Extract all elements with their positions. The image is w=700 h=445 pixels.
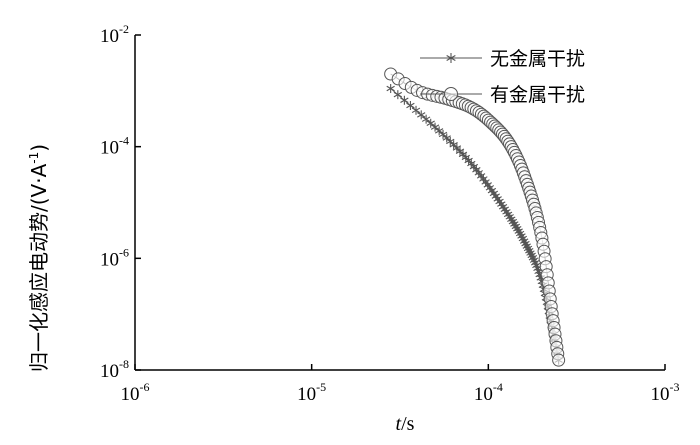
legend-label: 有金属干扰 [490, 84, 585, 106]
legend-marker [446, 53, 456, 63]
x-tick-label: 10-6 [121, 380, 150, 405]
series-with-metal [384, 67, 566, 367]
data-point [552, 353, 566, 367]
data-point [438, 129, 448, 139]
x-tick-label: 10-3 [651, 380, 680, 405]
data-point [386, 84, 395, 94]
data-point [434, 126, 444, 136]
data-point [487, 186, 497, 196]
y-tick-label: 10-8 [100, 357, 129, 382]
data-point [400, 95, 409, 105]
data-point [446, 136, 455, 146]
legend-item: 有金属干扰 [420, 84, 585, 106]
x-tick-label: 10-5 [297, 380, 326, 405]
tick-labels: 10-6 10-5 10-4 10-310-810-610-410-2 [100, 22, 680, 405]
y-tick-label: 10-4 [100, 134, 129, 159]
data-point [430, 122, 440, 132]
data-point [393, 90, 403, 100]
y-axis-label: 归一化感应电动势/(V·A-1) [27, 144, 51, 372]
y-tick-label: 10-6 [100, 245, 129, 270]
data-point [411, 105, 421, 115]
data-point [417, 110, 426, 120]
data-point [442, 133, 451, 143]
y-tick-label: 10-2 [100, 22, 129, 47]
data-point [421, 114, 431, 124]
axes [134, 34, 666, 371]
data-point [485, 183, 495, 193]
legend-label: 无金属干扰 [490, 48, 585, 70]
legend-item: 无金属干扰 [420, 48, 585, 70]
x-axis-label: t/s [396, 413, 415, 435]
data-point [449, 140, 458, 150]
x-tick-label: 10-4 [474, 380, 503, 405]
data-point [426, 118, 435, 128]
data-point [406, 100, 415, 110]
legend-marker [444, 87, 458, 101]
series-layer [384, 67, 566, 367]
data-point [489, 188, 499, 198]
